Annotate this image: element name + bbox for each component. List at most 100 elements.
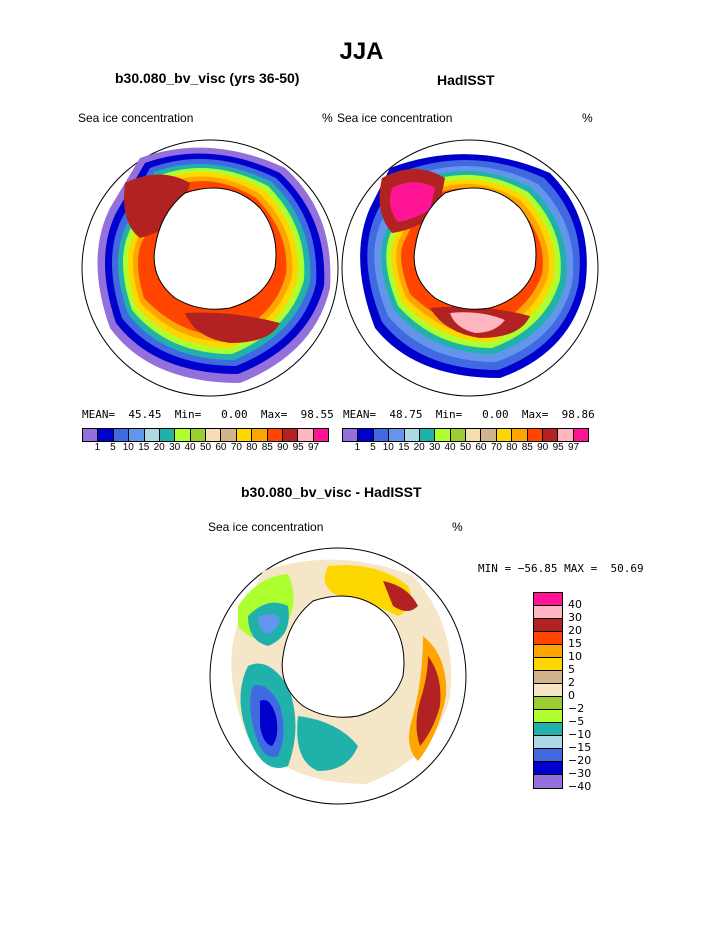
colorbar-tick-label: 10 [382, 442, 394, 453]
colorbar-tick-label: 97 [308, 442, 320, 453]
colorbar-tick-label: 30 [568, 611, 582, 624]
colorbar-swatch [190, 429, 206, 441]
colorbar-swatch [496, 429, 513, 441]
colorbar-swatch [534, 736, 562, 749]
panel2-heading: HadISST [437, 72, 495, 88]
colorbar-swatch [534, 632, 562, 645]
colorbar-swatch [481, 429, 497, 441]
colorbar-tick-label: 15 [398, 442, 410, 453]
colorbar-swatch [534, 684, 562, 697]
colorbar-swatch [534, 671, 562, 684]
colorbar-hadisst: 1 5 10 15 20 30 40 50 60 70 80 85 90 95 97 [342, 428, 589, 456]
colorbar-swatch [534, 697, 562, 710]
colorbar-tick-label: 5 [370, 442, 376, 453]
panel1-heading: b30.080_bv_visc (yrs 36-50) [115, 70, 300, 86]
colorbar-swatch [144, 429, 160, 441]
colorbar-tick-label: −40 [568, 780, 592, 793]
colorbar-tick-label: 30 [429, 442, 441, 453]
colorbar-swatch [534, 658, 562, 671]
colorbar-swatch [558, 429, 574, 441]
colorbar-swatch [534, 775, 562, 788]
colorbar-swatch [373, 429, 390, 441]
colorbar-swatch [282, 429, 299, 441]
colorbar-swatch [534, 593, 562, 606]
colorbar-tick-label: 15 [138, 442, 150, 453]
diff-minmax: MIN = −56.85 MAX = 50.69 [478, 562, 644, 575]
colorbar-tick-label: 0 [568, 689, 575, 702]
colorbar-tick-label: 50 [459, 442, 472, 453]
diff-units: % [452, 520, 463, 534]
colorbar-swatch [221, 429, 237, 441]
colorbar-tick-label: 60 [475, 442, 487, 453]
colorbar-swatch [313, 429, 328, 441]
colorbar-tick-label: −20 [568, 754, 592, 767]
colorbar-difference-labels: 40 30 20 15 10 5 2 0 −2 −5 −10 −15 −20 −30 −40 [568, 592, 608, 802]
colorbar-difference [533, 592, 563, 789]
colorbar-tick-label: 85 [521, 442, 533, 453]
colorbar-tick-label: −5 [568, 715, 585, 728]
colorbar-tick-label: 1 [94, 442, 101, 453]
colorbar-swatch [534, 619, 562, 632]
panel2-units: % [582, 111, 593, 125]
colorbar-tick-label: 5 [110, 442, 116, 453]
colorbar-swatch [534, 749, 562, 762]
colorbar-swatch [206, 429, 222, 441]
colorbar-tick-label: −2 [568, 702, 585, 715]
colorbar-tick-label: 97 [568, 442, 580, 453]
colorbar-tick-label: 15 [568, 637, 582, 650]
map-model-sea-ice [81, 139, 339, 397]
panel1-units: % [322, 111, 333, 125]
colorbar-tick-label: 20 [568, 624, 582, 637]
colorbar-swatch [512, 429, 528, 441]
colorbar-swatch [534, 762, 562, 775]
colorbar-tick-label: 30 [169, 442, 181, 453]
diff-heading: b30.080_bv_visc - HadISST [241, 484, 422, 500]
colorbar-model: 1 5 10 15 20 30 40 50 60 70 80 85 90 95 97 [82, 428, 329, 456]
colorbar-swatch [343, 429, 359, 441]
colorbar-tick-label: 2 [568, 676, 575, 689]
colorbar-tick-label: 1 [354, 442, 361, 453]
colorbar-swatch [419, 429, 436, 441]
colorbar-tick-label: −30 [568, 767, 592, 780]
colorbar-tick-label: 10 [568, 650, 582, 663]
colorbar-swatch [573, 429, 588, 441]
colorbar-swatch [236, 429, 253, 441]
colorbar-swatch [534, 645, 562, 658]
colorbar-swatch [252, 429, 268, 441]
panel1-stats: MEAN= 45.45 Min= 0.00 Max= 98.55 [82, 408, 334, 421]
colorbar-swatch [267, 429, 283, 441]
colorbar-swatch [159, 429, 176, 441]
colorbar-tick-label: 85 [261, 442, 273, 453]
colorbar-tick-label: 40 [444, 442, 456, 453]
colorbar-tick-label: 10 [122, 442, 134, 453]
colorbar-swatch [404, 429, 420, 441]
colorbar-swatch [466, 429, 482, 441]
colorbar-swatch [298, 429, 314, 441]
diff-variable: Sea ice concentration [208, 520, 324, 534]
colorbar-swatch [129, 429, 145, 441]
colorbar-tick-label: −10 [568, 728, 592, 741]
colorbar-swatch [534, 710, 562, 723]
colorbar-tick-label: 50 [199, 442, 212, 453]
colorbar-tick-label: 40 [568, 598, 582, 611]
colorbar-tick-label: 40 [184, 442, 196, 453]
colorbar-tick-label: 60 [215, 442, 227, 453]
colorbar-tick-label: 90 [277, 442, 289, 453]
colorbar-tick-label: −15 [568, 741, 592, 754]
panel2-stats: MEAN= 48.75 Min= 0.00 Max= 98.86 [343, 408, 595, 421]
panel2-variable: Sea ice concentration [337, 111, 453, 125]
colorbar-swatch [542, 429, 559, 441]
colorbar-swatch [83, 429, 99, 441]
map-hadisst-sea-ice [341, 139, 599, 397]
colorbar-tick-label: 90 [537, 442, 549, 453]
colorbar-tick-label: 80 [506, 442, 518, 453]
colorbar-swatch [450, 429, 466, 441]
colorbar-tick-label: 95 [292, 442, 304, 453]
colorbar-swatch [113, 429, 130, 441]
colorbar-tick-label: 70 [230, 442, 242, 453]
map-difference [209, 547, 467, 805]
colorbar-swatch [527, 429, 543, 441]
colorbar-swatch [534, 606, 562, 619]
colorbar-tick-label: 80 [246, 442, 258, 453]
season-title: JJA [339, 38, 384, 65]
